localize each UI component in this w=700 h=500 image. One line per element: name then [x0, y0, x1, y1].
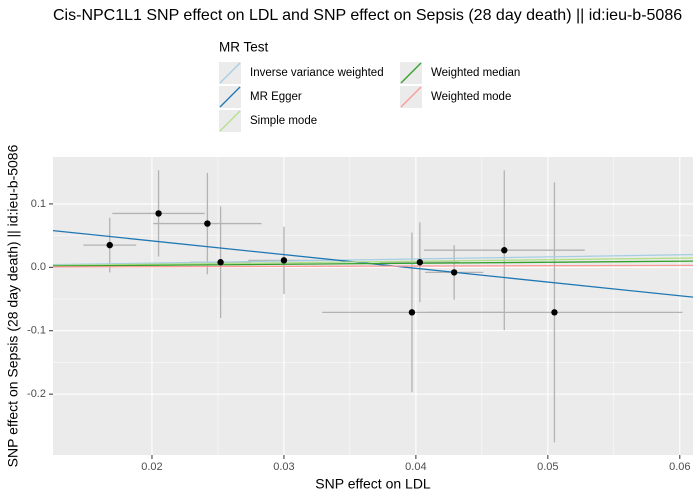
x-tick-label: 0.02 [141, 461, 162, 473]
x-axis-label: SNP effect on LDL [315, 476, 431, 492]
x-tick-label: 0.04 [405, 461, 426, 473]
point [551, 309, 558, 316]
legend-swatch [219, 110, 241, 132]
point [106, 241, 113, 249]
point [204, 220, 211, 227]
point [408, 309, 416, 316]
point [501, 247, 508, 254]
point [416, 259, 424, 266]
y-tick-label: -0.2 [27, 388, 46, 400]
point [450, 269, 458, 276]
y-axis-label: SNP effect on Sepsis (28 day death) || i… [5, 144, 21, 467]
legend-label: Simple mode [250, 115, 317, 127]
legend-title: MR Test [219, 40, 269, 55]
mr-line [53, 264, 693, 268]
mr-line [53, 253, 693, 266]
legend-label: MR Egger [250, 91, 302, 103]
legend-swatch [219, 86, 241, 108]
point [280, 257, 288, 264]
point [217, 259, 224, 266]
point [155, 210, 162, 217]
y-tick-label: 0.0 [31, 261, 46, 273]
mr-line [53, 257, 693, 267]
y-tick-label: -0.1 [27, 325, 46, 337]
legend-swatch [400, 86, 422, 108]
legend-label: Weighted median [431, 67, 520, 79]
legend-label: Weighted mode [431, 91, 511, 103]
plot-panel [53, 157, 693, 455]
legend-swatch [219, 62, 241, 84]
chart-title: Cis-NPC1L1 SNP effect on LDL and SNP eff… [53, 7, 682, 24]
plot-area [53, 157, 693, 455]
x-tick-label: 0.03 [273, 461, 294, 473]
x-tick-label: 0.06 [669, 461, 690, 473]
legend-swatch [400, 62, 422, 84]
y-tick-label: 0.1 [31, 198, 46, 210]
legend-label: Inverse variance weighted [250, 67, 384, 79]
x-tick-label: 0.05 [537, 461, 558, 473]
mr-line [53, 260, 693, 267]
